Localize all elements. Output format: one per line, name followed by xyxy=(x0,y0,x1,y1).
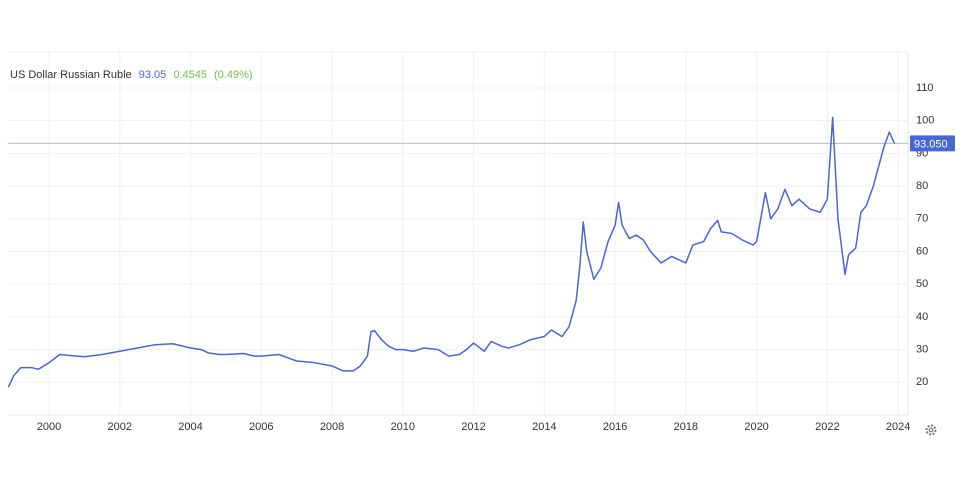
instrument-name: US Dollar Russian Ruble xyxy=(10,69,132,81)
x-tick-label: 2010 xyxy=(391,421,415,433)
y-tick-label: 70 xyxy=(916,213,928,225)
y-tick-label: 100 xyxy=(916,115,934,127)
y-tick-label: 80 xyxy=(916,180,928,192)
x-tick-label: 2020 xyxy=(744,421,768,433)
y-tick-label: 50 xyxy=(916,278,928,290)
change: 0.4545 xyxy=(173,69,207,81)
y-tick-label: 30 xyxy=(916,344,928,356)
x-tick-label: 2002 xyxy=(108,421,132,433)
x-tick-label: 2018 xyxy=(674,421,698,433)
y-tick-label: 110 xyxy=(916,82,934,94)
grid xyxy=(8,52,908,415)
x-tick-label: 2006 xyxy=(249,421,273,433)
header: US Dollar Russian Ruble 93.05 0.4545 (0.… xyxy=(10,69,253,81)
last-price-label: 93.050 xyxy=(914,138,948,150)
y-tick-label: 20 xyxy=(916,376,928,388)
y-tick-label: 60 xyxy=(916,245,928,257)
marks xyxy=(7,116,908,388)
x-tick-label: 2024 xyxy=(886,421,910,433)
x-tick-label: 2022 xyxy=(815,421,839,433)
x-tick-label: 2004 xyxy=(178,421,202,433)
x-tick-label: 2012 xyxy=(461,421,485,433)
settings-icon[interactable] xyxy=(925,424,937,436)
x-tick-label: 2014 xyxy=(532,421,556,433)
y-tick-label: 40 xyxy=(916,311,928,323)
change-percent: (0.49%) xyxy=(214,69,253,81)
x-tick-label: 2008 xyxy=(320,421,344,433)
x-tick-label: 2016 xyxy=(603,421,627,433)
last-price-box xyxy=(910,135,955,152)
price-line xyxy=(7,116,896,388)
price: 93.05 xyxy=(139,69,167,81)
x-tick-label: 2000 xyxy=(37,421,61,433)
